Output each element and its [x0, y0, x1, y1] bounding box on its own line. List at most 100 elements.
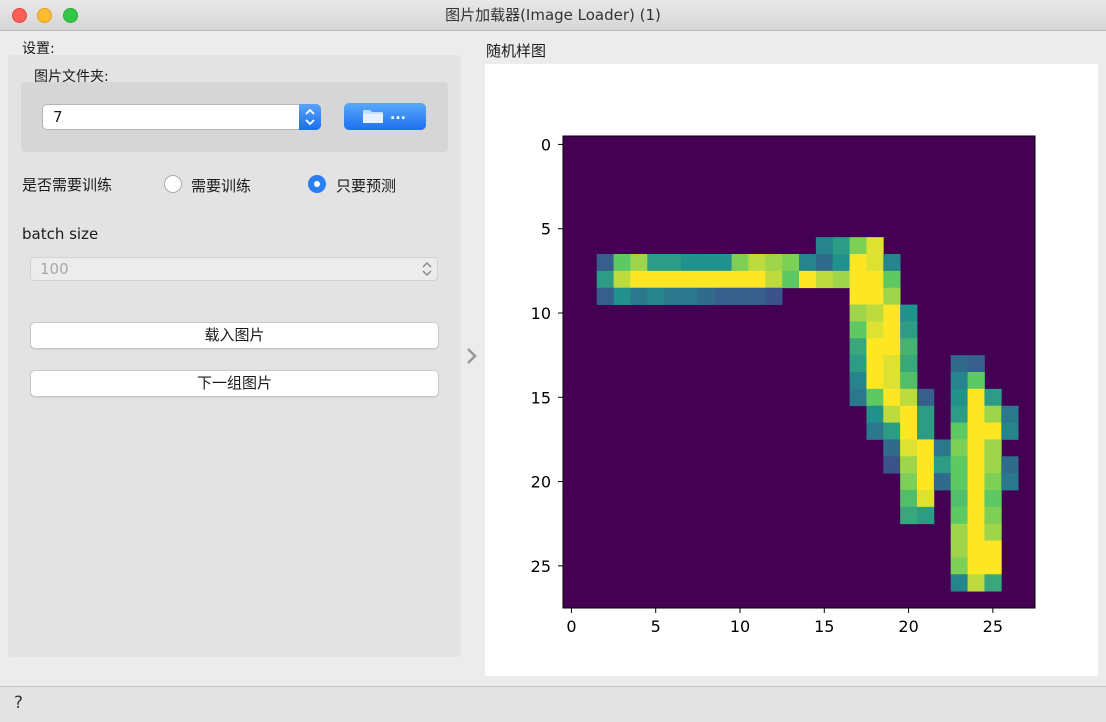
heatmap-cell — [950, 422, 968, 440]
heatmap-cell — [681, 287, 699, 305]
radio-train-label[interactable]: 需要训练 — [191, 177, 252, 195]
status-bar — [0, 686, 1106, 722]
heatmap-cell — [883, 388, 901, 407]
heatmap-cell — [799, 270, 817, 289]
browse-folder-button[interactable]: ... — [344, 103, 426, 130]
heatmap-cell — [900, 338, 918, 356]
heatmap-cell — [950, 405, 968, 423]
heatmap-cell — [984, 523, 1002, 541]
heatmap-cell — [917, 388, 935, 407]
heatmap-cell — [984, 574, 1002, 592]
y-tick-label: 25 — [531, 557, 551, 576]
heatmap-cell — [596, 254, 614, 272]
heatmap-cell — [984, 506, 1002, 525]
heatmap-cell — [849, 237, 867, 255]
x-tick-label: 0 — [566, 617, 576, 636]
settings-panel — [8, 55, 461, 657]
heatmap-cell — [984, 388, 1002, 407]
heatmap-cell — [815, 270, 834, 289]
y-tick-label: 15 — [531, 388, 551, 407]
heatmap-cell — [849, 287, 867, 305]
heatmap-cell — [731, 270, 749, 289]
load-images-button[interactable]: 载入图片 — [30, 322, 439, 349]
heatmap-cell — [967, 473, 985, 491]
heatmap-cell — [967, 490, 985, 508]
collapse-panel-chevron-icon[interactable] — [464, 345, 480, 367]
heatmap-cell — [697, 254, 716, 272]
heatmap-cell — [883, 270, 901, 289]
heatmap-cell — [900, 422, 918, 440]
folder-combobox[interactable]: 7 — [42, 104, 321, 130]
heatmap-cell — [832, 237, 850, 255]
settings-label: 设置: — [22, 41, 55, 57]
heatmap-cell — [1001, 422, 1019, 440]
heatmap-cell — [1001, 473, 1019, 491]
heatmap-cell — [933, 473, 952, 491]
updown-chevron-icon[interactable] — [299, 104, 321, 130]
heatmap-cell — [950, 473, 968, 491]
heatmap-cell — [967, 422, 985, 440]
heatmap-cell — [933, 456, 952, 474]
close-window-button[interactable] — [12, 8, 27, 23]
radio-predict-only-label[interactable]: 只要预测 — [336, 177, 397, 195]
heatmap-cell — [984, 439, 1002, 457]
folder-icon — [363, 110, 383, 123]
heatmap-cell — [697, 287, 716, 305]
sample-plot-area: 0 5 10 15 20 25 0 5 10 15 20 25 — [485, 64, 1098, 676]
heatmap-cell — [714, 287, 732, 305]
heatmap-cell — [950, 456, 968, 474]
zoom-window-button[interactable] — [63, 8, 78, 23]
heatmap-cell — [681, 254, 699, 272]
heatmap-cell — [883, 355, 901, 373]
heatmap-cell — [883, 338, 901, 356]
heatmap-cell — [849, 338, 867, 356]
next-batch-button[interactable]: 下一组图片 — [30, 370, 439, 397]
heatmap-cell — [714, 270, 732, 289]
heatmap-cell — [950, 506, 968, 525]
heatmap-cell — [984, 473, 1002, 491]
heatmap-cell — [917, 405, 935, 423]
heatmap-cell — [697, 270, 716, 289]
heatmap-cell — [950, 557, 968, 575]
heatmap-cell — [799, 254, 817, 272]
heatmap-cell — [596, 287, 614, 305]
heatmap-cell — [765, 287, 783, 305]
spin-arrows-icon[interactable] — [421, 260, 433, 278]
heatmap-cell — [866, 405, 884, 423]
heatmap-cell — [950, 523, 968, 541]
heatmap-cell — [613, 270, 631, 289]
heatmap-cell — [967, 540, 985, 558]
heatmap-cell — [933, 439, 952, 457]
minimize-window-button[interactable] — [37, 8, 52, 23]
heatmap-cell — [596, 270, 614, 289]
heatmap-cell — [883, 422, 901, 440]
heatmap-cell — [866, 270, 884, 289]
heatmap-cell — [950, 490, 968, 508]
heatmap-cell — [613, 287, 631, 305]
heatmap-cell — [866, 254, 884, 272]
heatmap-cell — [815, 254, 834, 272]
heatmap-cell — [900, 439, 918, 457]
y-tick-label: 20 — [531, 473, 551, 492]
batch-size-spinbox[interactable]: 100 — [30, 257, 438, 281]
heatmap-cell — [765, 270, 783, 289]
heatmap-cell — [866, 388, 884, 407]
heatmap-cell — [748, 254, 766, 272]
digit-heatmap: 0 5 10 15 20 25 0 5 10 15 20 25 — [531, 135, 1036, 636]
heatmap-cell — [967, 388, 985, 407]
radio-train[interactable] — [164, 175, 182, 193]
heatmap-cell — [731, 254, 749, 272]
heatmap-cell — [883, 321, 901, 339]
heatmap-cell — [900, 506, 918, 525]
heatmap-cell — [630, 287, 648, 305]
heatmap-cell — [664, 270, 682, 289]
help-icon[interactable]: ? — [14, 693, 24, 713]
heatmap-cell — [950, 574, 968, 592]
heatmap-cell — [900, 355, 918, 373]
heatmap-cell — [967, 456, 985, 474]
x-tick-label: 20 — [898, 617, 918, 636]
heatmap-cell — [967, 439, 985, 457]
heatmap-cell — [849, 372, 867, 390]
radio-predict-only[interactable] — [308, 175, 326, 193]
heatmap-cell — [984, 456, 1002, 474]
